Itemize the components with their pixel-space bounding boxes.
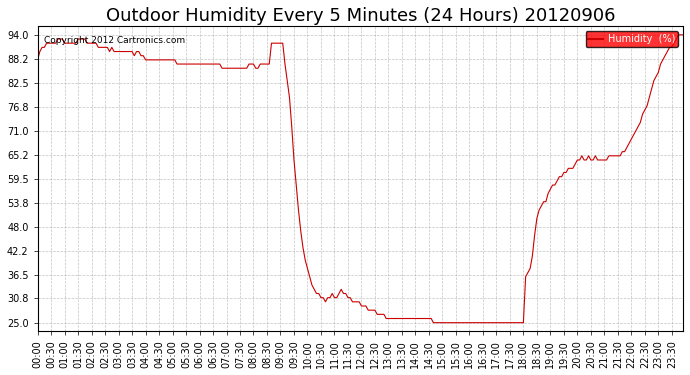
- Text: Copyright 2012 Cartronics.com: Copyright 2012 Cartronics.com: [44, 36, 185, 45]
- Legend: Humidity  (%): Humidity (%): [586, 32, 678, 47]
- Title: Outdoor Humidity Every 5 Minutes (24 Hours) 20120906: Outdoor Humidity Every 5 Minutes (24 Hou…: [106, 7, 615, 25]
